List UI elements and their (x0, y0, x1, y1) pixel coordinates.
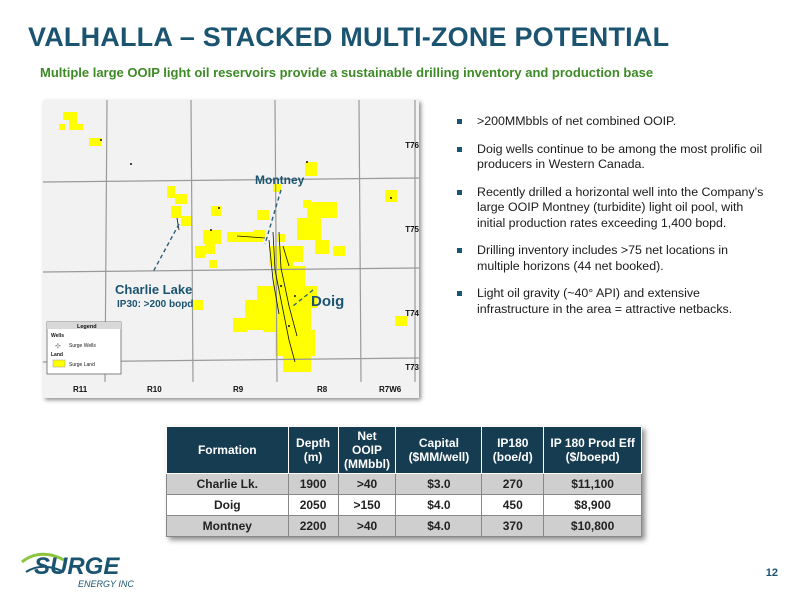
column-header: Capital ($MM/well) (395, 426, 483, 474)
bullet-item: Doig wells continue to be among the most… (455, 142, 765, 173)
bullet-text: Doig wells continue to be among the most… (477, 141, 763, 172)
table-cell: 1900 (287, 473, 339, 495)
slide-subtitle: Multiple large OOIP light oil reservoirs… (40, 65, 654, 80)
logo-wordmark: SURGE (34, 553, 120, 580)
column-header: Formation (166, 426, 289, 474)
key-points-list: >200MMbbls of net combined OOIP. Doig we… (455, 114, 765, 329)
surge-energy-logo: SURGE ENERGY INC (20, 544, 140, 590)
table-cell: $11,100 (543, 473, 642, 495)
legend-land-item: Surge Land (69, 362, 95, 368)
column-header: Depth (m) (287, 426, 339, 474)
legend-wells-item: Surge Wells (69, 343, 96, 349)
well-dots (100, 139, 392, 327)
montney-label: Montney (255, 173, 305, 187)
bullet-item: >200MMbbls of net combined OOIP. (455, 114, 765, 130)
logo-swoosh-icon (21, 552, 65, 564)
surge-land-parcels (59, 112, 407, 372)
legend-wells-heading: Wells (51, 333, 64, 339)
table-cell: $4.0 (395, 515, 483, 537)
page-number: 12 (765, 567, 778, 579)
range-label: R8 (317, 385, 328, 394)
bullet-square-icon (457, 291, 462, 296)
column-header: IP 180 Prod Eff ($/boepd) (543, 426, 642, 474)
bullet-square-icon (457, 119, 462, 124)
range-label: R10 (147, 385, 162, 394)
land-swatch-icon (52, 359, 66, 368)
bullet-item: Light oil gravity (~40° API) and extensi… (455, 286, 765, 317)
surge-wells (176, 217, 298, 363)
table-cell: $10,800 (543, 515, 642, 537)
table-cell: $3.0 (395, 473, 483, 495)
range-label: R11 (73, 385, 88, 394)
legend-land-heading: Land (51, 352, 63, 358)
valhalla-land-map: Montney Charlie Lake IP30: >200 bopd Doi… (43, 100, 419, 398)
table-row: Montney 2200 >40 $4.0 370 $10,800 (166, 515, 642, 537)
bullet-item: Drilling inventory includes >75 net loca… (455, 243, 765, 274)
slide-title: VALHALLA – STACKED MULTI-ZONE POTENTIAL (28, 22, 670, 52)
column-header: Net OOIP (MMbbl) (337, 426, 397, 474)
table-cell: $8,900 (543, 494, 642, 516)
bullet-item: Recently drilled a horizontal well into … (455, 185, 765, 232)
township-label: T75 (405, 225, 419, 234)
bullet-square-icon (457, 248, 462, 253)
table-cell: >40 (337, 473, 397, 495)
bullet-text: Light oil gravity (~40° API) and extensi… (477, 286, 733, 316)
table-cell: $4.0 (395, 494, 483, 516)
range-label: R7W6 (379, 385, 402, 394)
range-label: R9 (233, 385, 244, 394)
label-leaders (152, 189, 314, 307)
map-canvas: Montney Charlie Lake IP30: >200 bopd Doi… (43, 100, 419, 398)
bullet-square-icon (457, 189, 462, 195)
bullet-text: Drilling inventory includes >75 net loca… (477, 243, 729, 273)
table-cell: 270 (481, 473, 545, 495)
table-cell: Montney (166, 515, 289, 537)
table-cell: 2200 (287, 515, 339, 537)
township-label: T73 (405, 363, 419, 372)
township-label: T74 (405, 309, 419, 318)
table-cell: Doig (166, 494, 289, 516)
table-header-row: Formation Depth (m) Net OOIP (MMbbl) Cap… (166, 426, 642, 474)
table-row: Doig 2050 >150 $4.0 450 $8,900 (166, 494, 642, 516)
table-cell: >40 (337, 515, 397, 537)
map-legend: Legend Wells ⊹ Surge Wells Land Surge La… (46, 321, 122, 375)
doig-label: Doig (311, 293, 344, 310)
legend-title: Legend (77, 324, 97, 330)
bullet-square-icon (457, 146, 462, 152)
table-cell: 2050 (287, 494, 339, 516)
well-symbol-icon: ⊹ (55, 343, 61, 350)
column-header: IP180 (boe/d) (481, 426, 545, 474)
charlie-lake-label: Charlie Lake (115, 282, 192, 297)
table-cell: 370 (481, 515, 545, 537)
table-cell: >150 (337, 494, 397, 516)
table-row: Charlie Lk. 1900 >40 $3.0 270 $11,100 (166, 473, 642, 495)
formation-economics-table: Formation Depth (m) Net OOIP (MMbbl) Cap… (166, 426, 642, 537)
table-cell: 450 (481, 494, 545, 516)
table-cell: Charlie Lk. (166, 473, 289, 495)
bullet-text: >200MMbbls of net combined OOIP. (477, 114, 677, 128)
bullet-text: Recently drilled a horizontal well into … (477, 184, 764, 230)
logo-subtext: ENERGY INC (78, 579, 134, 589)
charlie-lake-ip-label: IP30: >200 bopd (117, 299, 193, 310)
township-label: T76 (405, 141, 419, 150)
